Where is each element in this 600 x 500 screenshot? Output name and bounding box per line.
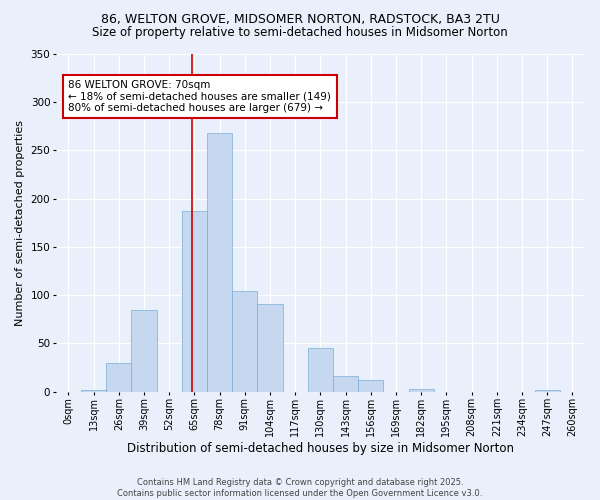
Y-axis label: Number of semi-detached properties: Number of semi-detached properties (15, 120, 25, 326)
Bar (81, 390, 106, 392)
Text: Size of property relative to semi-detached houses in Midsomer Norton: Size of property relative to semi-detach… (92, 26, 508, 39)
Bar (207, 133, 232, 392)
Bar (182, 211, 207, 392)
Bar (333, 376, 358, 392)
Text: 86 WELTON GROVE: 70sqm
← 18% of semi-detached houses are smaller (149)
80% of se: 86 WELTON GROVE: 70sqm ← 18% of semi-det… (68, 80, 331, 113)
Bar (358, 380, 383, 392)
Text: Contains HM Land Registry data © Crown copyright and database right 2025.
Contai: Contains HM Land Registry data © Crown c… (118, 478, 482, 498)
Bar (232, 291, 257, 392)
Bar (106, 362, 131, 392)
Bar (409, 388, 434, 392)
Bar (308, 348, 333, 392)
Text: 86, WELTON GROVE, MIDSOMER NORTON, RADSTOCK, BA3 2TU: 86, WELTON GROVE, MIDSOMER NORTON, RADST… (101, 12, 499, 26)
Bar (131, 310, 157, 392)
Bar (535, 390, 560, 392)
Bar (257, 304, 283, 392)
X-axis label: Distribution of semi-detached houses by size in Midsomer Norton: Distribution of semi-detached houses by … (127, 442, 514, 455)
